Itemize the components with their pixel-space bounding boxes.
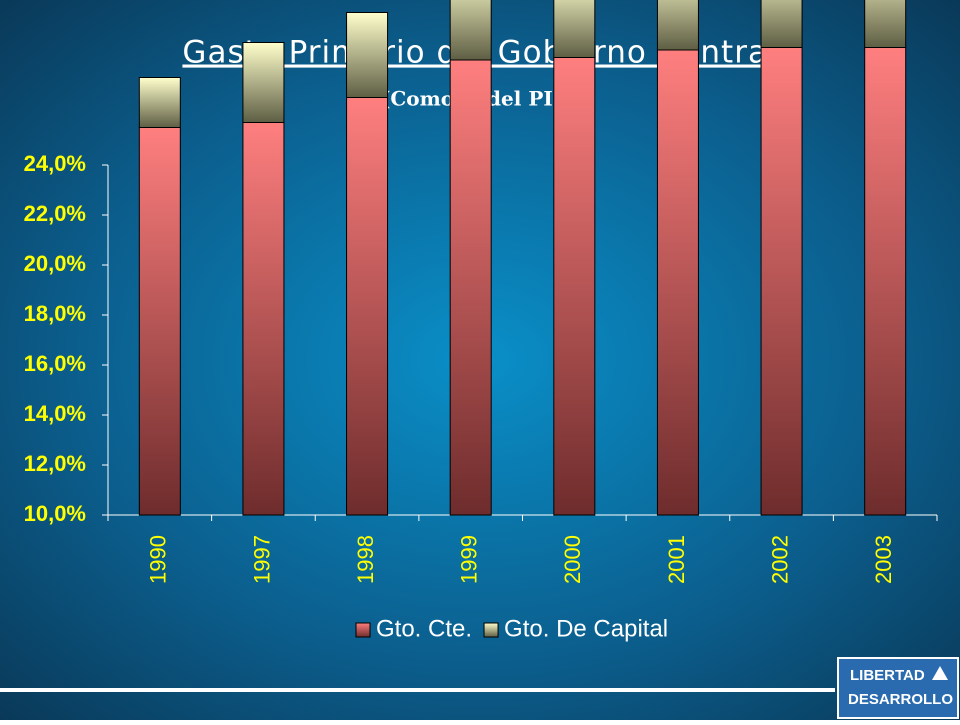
bar-segment xyxy=(656,0,699,51)
bar-segment xyxy=(138,127,181,516)
x-tick-label: 1990 xyxy=(146,535,171,584)
legend-swatch xyxy=(355,622,371,638)
x-tick-label: 2003 xyxy=(871,535,896,584)
bar-segment xyxy=(553,57,596,516)
y-tick-label: 14,0% xyxy=(24,401,86,426)
bar-segment xyxy=(760,0,803,48)
legend-label: Gto. De Capital xyxy=(504,615,668,642)
bar-segment xyxy=(760,47,803,516)
bar-segment xyxy=(346,12,389,98)
logo-box xyxy=(837,657,959,719)
bar-segment xyxy=(242,122,285,516)
logo-text: DESARROLLO xyxy=(848,691,953,708)
y-tick-label: 20,0% xyxy=(24,251,86,276)
x-tick-label: 2002 xyxy=(767,535,792,584)
bar-segment xyxy=(864,47,907,516)
y-tick-label: 16,0% xyxy=(24,351,86,376)
x-tick-label: 2001 xyxy=(664,535,689,584)
y-tick-label: 12,0% xyxy=(24,451,86,476)
y-tick-label: 18,0% xyxy=(24,301,86,326)
logo-icon xyxy=(932,666,948,680)
x-tick-label: 1997 xyxy=(249,535,274,584)
legend-swatch xyxy=(483,622,499,638)
x-tick-label: 1998 xyxy=(353,535,378,584)
y-tick-label: 10,0% xyxy=(24,501,86,526)
y-tick-label: 22,0% xyxy=(24,201,86,226)
logo-text: LIBERTAD xyxy=(850,667,925,684)
y-tick-label: 24,0% xyxy=(24,151,86,176)
bar-segment xyxy=(138,77,181,128)
bar-segment xyxy=(242,42,285,123)
bar-segment xyxy=(449,0,492,61)
x-tick-label: 2000 xyxy=(560,535,585,584)
x-tick-label: 1999 xyxy=(457,535,482,584)
bar-segment xyxy=(864,0,907,48)
bar-segment xyxy=(656,49,699,516)
bar-segment xyxy=(449,59,492,516)
bar-segment xyxy=(553,0,596,58)
bar-segment xyxy=(346,97,389,516)
legend-label: Gto. Cte. xyxy=(376,615,472,642)
